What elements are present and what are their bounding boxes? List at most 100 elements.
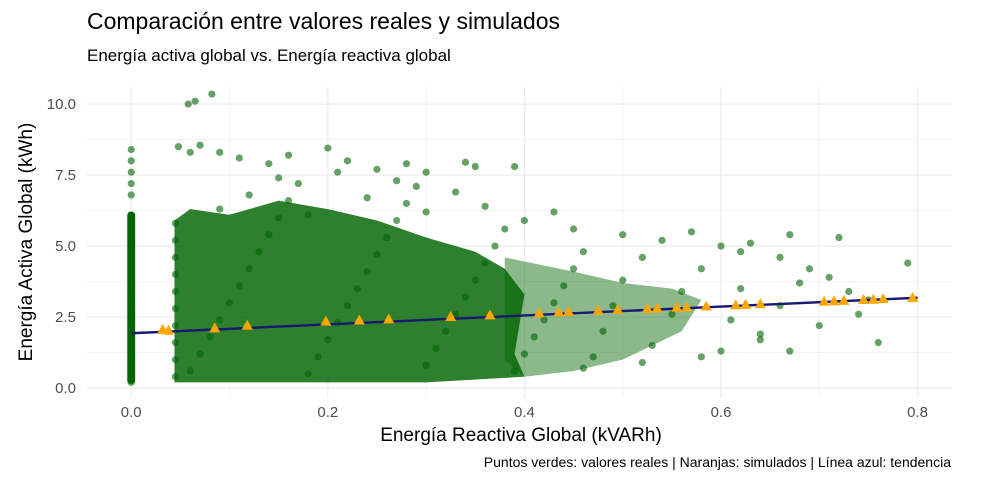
real-point	[727, 316, 735, 324]
real-point	[648, 341, 656, 350]
real-point	[208, 90, 216, 98]
real-point	[746, 239, 755, 247]
real-point	[510, 162, 519, 171]
trend-line	[131, 296, 918, 335]
simulated-point	[383, 313, 395, 324]
real-point	[540, 316, 548, 324]
simulated-point	[730, 299, 742, 310]
real-point	[304, 211, 312, 219]
real-point	[491, 242, 499, 250]
real-point	[255, 248, 263, 256]
x-tick-label: 0.8	[907, 404, 928, 421]
simulated-point	[163, 324, 175, 335]
real-point	[373, 250, 381, 259]
simulated-point	[553, 306, 565, 317]
real-point	[461, 158, 470, 166]
real-point	[343, 157, 352, 165]
real-point	[216, 316, 224, 324]
y-tick-label: 5.0	[55, 238, 76, 255]
real-point	[171, 270, 180, 279]
real-point	[127, 279, 135, 287]
real-point	[579, 364, 587, 372]
real-point	[619, 276, 627, 284]
real-point	[127, 370, 135, 378]
real-point	[904, 259, 912, 267]
real-point	[235, 154, 243, 162]
real-point	[373, 165, 381, 173]
real-point	[874, 339, 882, 347]
real-point	[638, 358, 646, 367]
real-point	[510, 367, 519, 375]
real-point	[186, 148, 194, 156]
real-point	[501, 225, 509, 233]
real-point	[324, 336, 332, 344]
real-point	[560, 282, 568, 290]
real-point	[550, 208, 558, 216]
real-point	[717, 347, 725, 355]
real-point	[697, 265, 705, 273]
simulated-point	[818, 295, 830, 306]
real-point	[127, 245, 135, 253]
real-point	[235, 282, 243, 290]
real-point	[658, 236, 666, 244]
simulated-point	[907, 292, 919, 303]
simulated-point	[867, 293, 879, 304]
real-point	[402, 199, 411, 208]
simulated-point	[209, 322, 221, 333]
real-point	[127, 290, 135, 298]
simulated-point	[651, 302, 663, 313]
real-point	[171, 339, 180, 347]
real-point	[520, 350, 529, 358]
real-point	[127, 347, 135, 355]
real-point	[815, 321, 823, 330]
real-point	[127, 211, 135, 219]
simulated-point	[641, 302, 653, 313]
y-tick-label: 10.0	[47, 96, 76, 113]
real-point	[737, 248, 745, 256]
real-point	[127, 191, 135, 199]
real-point	[697, 353, 705, 361]
real-point	[442, 327, 450, 335]
real-point	[206, 333, 214, 341]
real-point	[756, 336, 764, 344]
real-point	[855, 310, 863, 318]
real-point	[756, 330, 764, 338]
real-point	[471, 162, 479, 171]
simulated-point	[445, 311, 457, 322]
real-point	[393, 216, 401, 225]
real-point	[171, 321, 180, 330]
real-point	[127, 313, 135, 321]
real-point	[805, 265, 814, 273]
real-point	[245, 191, 253, 199]
real-point	[786, 347, 794, 355]
real-point	[687, 228, 696, 236]
real-point	[845, 287, 853, 296]
y-axis-label: Energía Activa Global (kWh)	[16, 123, 37, 362]
real-point	[579, 248, 587, 256]
real-point	[393, 177, 401, 185]
real-point	[127, 179, 135, 188]
real-point	[471, 276, 479, 284]
simulated-point	[858, 294, 870, 305]
simulated-point	[838, 294, 850, 305]
y-tick-label: 7.5	[55, 167, 76, 184]
real-point	[245, 265, 253, 273]
real-point	[569, 265, 578, 273]
real-point	[216, 205, 224, 213]
real-point	[422, 168, 430, 176]
real-point	[275, 214, 283, 222]
real-point	[353, 285, 361, 293]
real-point	[412, 182, 420, 191]
simulated-points	[157, 292, 919, 335]
real-point	[717, 242, 725, 250]
x-axis-label: Energía Reactiva Global (kVARh)	[380, 425, 662, 446]
real-point	[481, 259, 489, 267]
real-point	[127, 324, 135, 333]
real-point	[127, 358, 135, 367]
real-point	[127, 233, 135, 242]
simulated-point	[484, 309, 496, 320]
real-point	[776, 253, 784, 262]
real-point	[422, 361, 430, 369]
real-point	[127, 168, 135, 176]
